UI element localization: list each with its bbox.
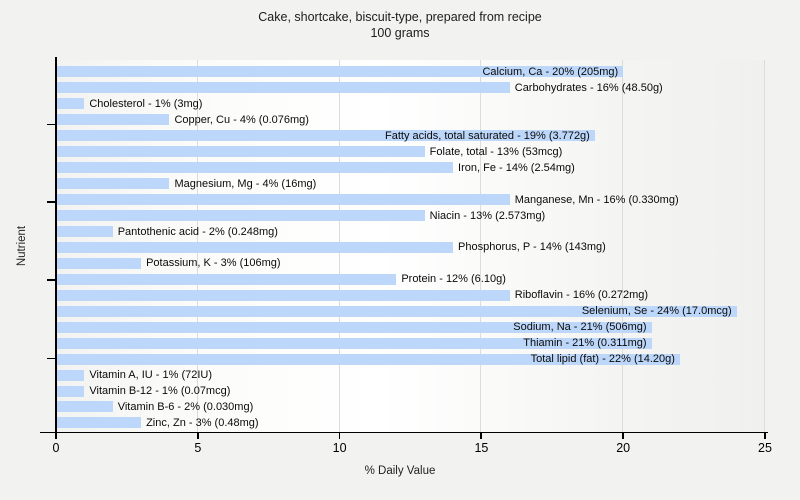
bar-row: Vitamin B-6 - 2% (0.030mg)	[56, 399, 765, 415]
bar-row: Potassium, K - 3% (106mg)	[56, 255, 765, 271]
nutrient-bar	[56, 241, 454, 253]
x-gridline	[622, 60, 624, 432]
bar-row: Vitamin B-12 - 1% (0.07mcg)	[56, 383, 765, 399]
bar-row: Manganese, Mn - 16% (0.330mg)	[56, 192, 765, 208]
bar-row: Magnesium, Mg - 4% (16mg)	[56, 176, 765, 192]
x-axis-tick-label: 0	[52, 441, 60, 455]
nutrient-bar	[56, 353, 680, 365]
x-axis-tick-label: 20	[616, 441, 631, 455]
bar-label: Vitamin B-12 - 1% (0.07mcg)	[89, 385, 231, 398]
bar-label: Cholesterol - 1% (3mg)	[89, 97, 203, 110]
nutrient-bar	[56, 226, 113, 237]
x-axis-tick	[55, 433, 57, 439]
x-axis-line	[40, 431, 768, 434]
nutrient-bar	[56, 66, 624, 78]
nutrient-bar	[56, 321, 652, 333]
bar-row: Fatty acids, total saturated - 19% (3.77…	[56, 128, 765, 144]
bar-label: Potassium, K - 3% (106mg)	[146, 257, 281, 270]
bar-row: Phosphorus, P - 14% (143mg)	[56, 239, 765, 255]
nutrient-bar	[56, 210, 425, 222]
bar-row: Riboflavin - 16% (0.272mg)	[56, 287, 765, 303]
bar-label: Riboflavin - 16% (0.272mg)	[514, 289, 649, 302]
bar-row: Calcium, Ca - 20% (205mg)	[56, 64, 765, 80]
y-axis-tick	[47, 123, 55, 126]
nutrient-bar	[56, 305, 737, 317]
bar-row: Cholesterol - 1% (3mg)	[56, 96, 765, 112]
bar-row: Zinc, Zn - 3% (0.48mg)	[56, 415, 765, 431]
bar-label: Carbohydrates - 16% (48.50g)	[514, 81, 663, 94]
bar-row: Vitamin A, IU - 1% (72IU)	[56, 367, 765, 383]
x-axis-tick	[622, 433, 624, 439]
x-axis-tick-label: 10	[332, 441, 347, 455]
x-axis-tick	[764, 433, 766, 439]
nutrient-bar	[56, 82, 510, 94]
bar-label: Total lipid (fat) - 22% (14.20g)	[530, 353, 675, 366]
bar-label: Copper, Cu - 4% (0.076mg)	[174, 113, 309, 126]
bar-row: Niacin - 13% (2.573mg)	[56, 208, 765, 224]
bar-label: Manganese, Mn - 16% (0.330mg)	[514, 193, 679, 206]
y-axis-label: Nutrient	[16, 225, 28, 267]
bar-label: Protein - 12% (6.10g)	[401, 273, 506, 286]
nutrient-bar	[56, 369, 85, 381]
bar-row: Pantothenic acid - 2% (0.248mg)	[56, 224, 765, 240]
bar-label: Phosphorus, P - 14% (143mg)	[458, 241, 606, 254]
nutrient-bar	[56, 401, 113, 413]
bar-label: Iron, Fe - 14% (2.54mg)	[458, 161, 575, 174]
x-axis-label: % Daily Value	[364, 465, 436, 477]
bar-label: Fatty acids, total saturated - 19% (3.77…	[385, 129, 590, 142]
y-axis-tick	[47, 279, 55, 281]
bar-label: Selenium, Se - 24% (17.0mcg)	[581, 305, 732, 318]
bar-label: Folate, total - 13% (53mcg)	[429, 145, 563, 158]
nutrient-bar	[56, 98, 85, 110]
bars-container: Calcium, Ca - 20% (205mg) Carbohydrates -…	[56, 64, 765, 431]
bar-label: Sodium, Na - 21% (506mg)	[513, 321, 647, 334]
bar-row: Thiamin - 21% (0.311mg)	[56, 335, 765, 351]
chart-title-line1: Cake, shortcake, biscuit-type, prepared …	[258, 10, 542, 24]
bar-label: Thiamin - 21% (0.311mg)	[523, 337, 647, 350]
bar-label: Vitamin A, IU - 1% (72IU)	[89, 369, 213, 382]
y-axis-line	[55, 57, 57, 432]
nutrient-bar	[56, 337, 652, 349]
nutrient-bar	[56, 257, 142, 269]
x-axis-tick	[196, 433, 199, 439]
nutrient-bar	[56, 273, 397, 285]
x-axis-tick-label: 5	[194, 441, 202, 455]
x-axis-tick-label: 25	[758, 441, 772, 455]
bar-label: Pantothenic acid - 2% (0.248mg)	[117, 225, 278, 238]
bar-label: Vitamin B-6 - 2% (0.030mg)	[117, 400, 254, 413]
chart-title: Cake, shortcake, biscuit-type, prepared …	[0, 9, 800, 41]
chart-title-line2: 100 grams	[370, 26, 430, 40]
nutrient-bar	[56, 385, 85, 397]
y-axis-tick	[47, 357, 55, 360]
bar-label: Zinc, Zn - 3% (0.48mg)	[146, 416, 259, 429]
bar-row: Total lipid (fat) - 22% (14.20g)	[56, 351, 765, 367]
x-axis-tick	[338, 433, 341, 439]
nutrient-bar	[56, 130, 595, 142]
nutrient-bar	[56, 178, 170, 190]
bar-row: Carbohydrates - 16% (48.50g)	[56, 80, 765, 96]
x-axis-tick-label: 15	[474, 441, 489, 455]
nutrient-bar	[56, 194, 510, 206]
bar-row: Selenium, Se - 24% (17.0mcg)	[56, 303, 765, 319]
bar-row: Copper, Cu - 4% (0.076mg)	[56, 112, 765, 128]
x-gridline	[480, 60, 482, 432]
bar-row: Sodium, Na - 21% (506mg)	[56, 319, 765, 335]
bar-row: Protein - 12% (6.10g)	[56, 271, 765, 287]
plot-area: Calcium, Ca - 20% (205mg) Carbohydrates -…	[56, 60, 765, 432]
bar-label: Niacin - 13% (2.573mg)	[429, 209, 546, 222]
x-gridline	[764, 60, 765, 432]
bar-label: Calcium, Ca - 20% (205mg)	[482, 65, 619, 78]
bar-row: Folate, total - 13% (53mcg)	[56, 144, 765, 160]
nutrient-bar	[56, 114, 170, 126]
y-axis-tick	[47, 201, 55, 203]
nutrient-bar	[56, 162, 454, 174]
nutrient-bar	[56, 417, 142, 429]
nutrient-bar	[56, 289, 510, 301]
bar-label: Magnesium, Mg - 4% (16mg)	[174, 177, 317, 190]
nutrient-bar	[56, 146, 425, 158]
bar-row: Iron, Fe - 14% (2.54mg)	[56, 160, 765, 176]
x-axis-tick	[480, 433, 483, 439]
